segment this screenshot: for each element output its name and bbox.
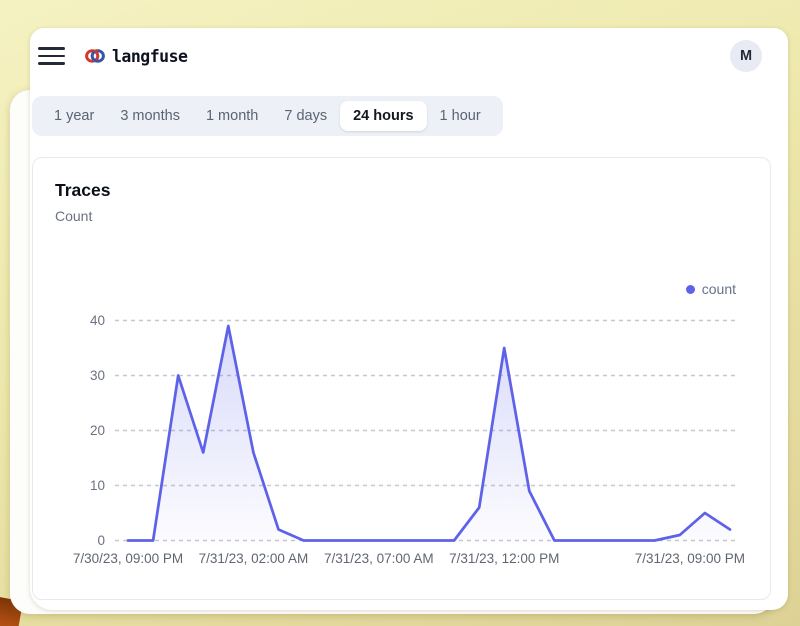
traces-chart-card: Traces Count count 0 10 20 30 40 7/30/23, 09:… — [32, 157, 771, 600]
legend-dot-icon — [685, 284, 695, 294]
hamburger-menu-icon[interactable] — [38, 47, 65, 65]
tab-1-hour[interactable]: 1 hour — [427, 101, 494, 131]
time-range-tabs: 1 year 3 months 1 month 7 days 24 hours 1 hou… — [32, 96, 503, 136]
tab-1-year[interactable]: 1 year — [41, 101, 107, 131]
tab-1-month[interactable]: 1 month — [193, 101, 271, 131]
user-avatar[interactable]: M — [730, 40, 762, 72]
legend-label: count — [701, 281, 736, 297]
langfuse-logo-icon — [85, 48, 105, 64]
y-axis-tick-30: 30 — [90, 368, 105, 383]
tab-7-days[interactable]: 7 days — [271, 101, 340, 131]
x-axis-tick: 7/31/23, 09:00 PM — [635, 551, 745, 566]
count-series-area — [128, 326, 730, 541]
tab-3-months[interactable]: 3 months — [107, 101, 193, 131]
chart-title: Traces — [55, 180, 111, 200]
x-axis-tick: 7/30/23, 09:00 PM — [73, 551, 183, 566]
brand-name: langfuse — [112, 46, 188, 66]
tab-24-hours[interactable]: 24 hours — [340, 101, 427, 131]
chart-legend: count — [685, 281, 736, 297]
y-axis-tick-0: 0 — [97, 533, 105, 548]
traces-area-chart: 0 10 20 30 40 7/30/23, 09:00 PM 7/31/23, 02:00… — [73, 313, 745, 566]
chart-subtitle: Count — [55, 208, 93, 224]
x-axis-tick: 7/31/23, 12:00 PM — [449, 551, 559, 566]
brand-home-link[interactable]: langfuse — [85, 46, 188, 66]
y-axis-tick-10: 10 — [90, 478, 105, 493]
x-axis-tick: 7/31/23, 07:00 AM — [324, 551, 434, 566]
x-axis-tick: 7/31/23, 02:00 AM — [199, 551, 309, 566]
y-axis-tick-20: 20 — [90, 423, 105, 438]
app-header: langfuse M — [38, 38, 762, 74]
y-axis-tick-40: 40 — [90, 313, 105, 328]
app-window: langfuse M 1 year 3 months 1 month 7 days 24… — [30, 28, 788, 610]
count-series-line — [126, 324, 732, 542]
